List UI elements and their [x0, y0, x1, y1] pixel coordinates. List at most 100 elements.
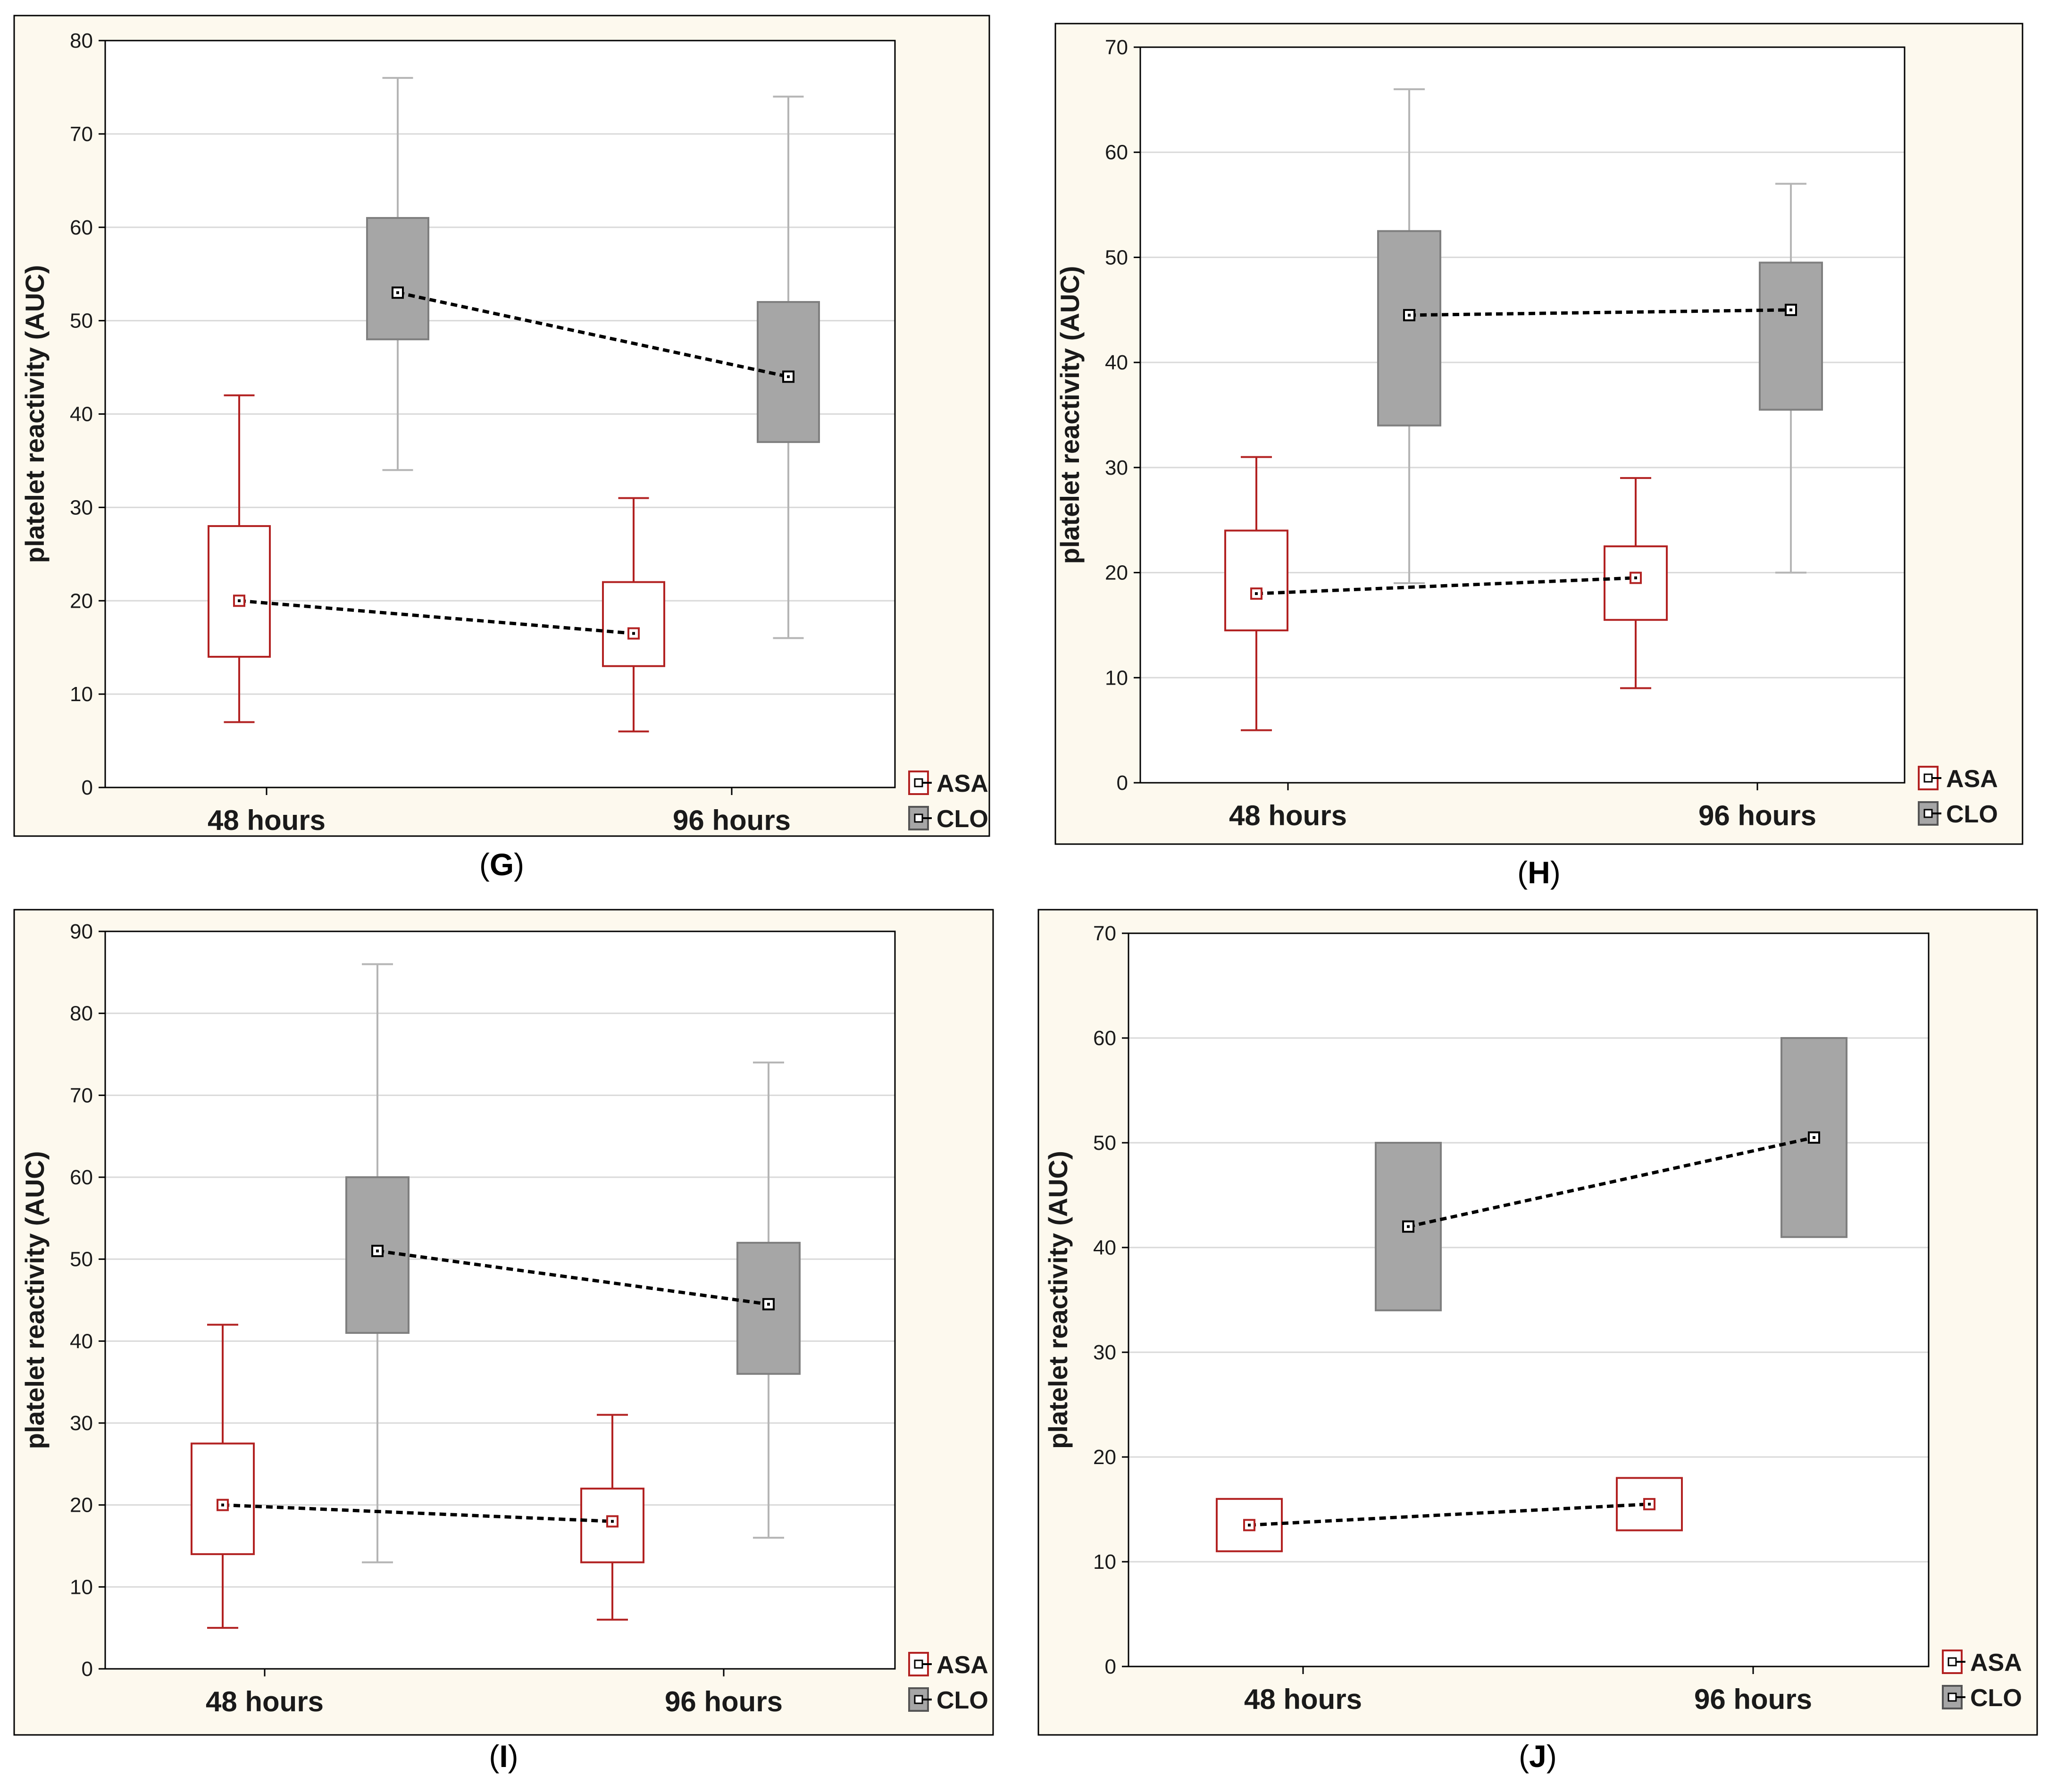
legend: ASA CLO	[1918, 765, 1998, 828]
y-tick-label: 40	[70, 403, 93, 426]
center-dot	[1789, 308, 1792, 311]
box	[1377, 230, 1441, 427]
clo-box-1	[1377, 88, 1441, 584]
y-axis-label: platelet reactivity (AUC)	[1043, 1151, 1073, 1449]
y-tick-label: 20	[1105, 561, 1128, 585]
chart-panel-3: 0 10 20 30 40 50 60 70 80 90 48 hours 96 hours plate…	[13, 909, 994, 1774]
legend-marker	[914, 1695, 923, 1704]
center-dot	[611, 1520, 614, 1523]
box	[602, 581, 665, 667]
legend-marker	[1948, 1657, 1957, 1666]
y-axis-label: platelet reactivity (AUC)	[1055, 266, 1085, 564]
plot-border	[104, 40, 896, 788]
y-tick-label: 50	[1093, 1131, 1116, 1155]
legend-marker	[914, 813, 923, 823]
legend-marker	[914, 1659, 923, 1669]
y-tick-label: 30	[70, 1412, 93, 1435]
asa-box-2	[602, 497, 665, 733]
y-tick-label: 50	[1105, 246, 1128, 269]
clo-box-2	[736, 1061, 801, 1539]
x-tick-label: 96 hours	[673, 804, 791, 836]
y-tick-label: 10	[1105, 666, 1128, 689]
clo-trend-line	[1409, 308, 1791, 317]
legend-label-asa: ASA	[936, 1651, 988, 1679]
y-tick-label: 60	[70, 216, 93, 239]
legend: ASA CLO	[908, 1651, 988, 1714]
y-tick-label: 60	[1105, 141, 1128, 164]
y-tick-label: 60	[70, 1166, 93, 1189]
legend: ASA CLO	[1942, 1649, 2022, 1712]
center-dot	[1407, 1225, 1410, 1228]
legend-marker	[1948, 1692, 1957, 1702]
asa-box-1	[191, 1323, 255, 1629]
clo-trend-line	[377, 1249, 769, 1306]
center-dot	[376, 1249, 379, 1253]
center-dot	[767, 1303, 770, 1306]
y-tick-label: 0	[1105, 1655, 1116, 1678]
asa-trend-line	[239, 599, 634, 635]
panel-caption: (H)	[1517, 855, 1561, 890]
asa-box-1	[208, 394, 271, 723]
center-dot	[1634, 576, 1637, 579]
center-dot	[1248, 1524, 1251, 1527]
chart-panel-4: 0 10 20 30 40 50 60 70 48 hours 96 hours platelet …	[1037, 909, 2038, 1774]
y-tick-label: 80	[70, 29, 93, 52]
legend-marker	[1923, 773, 1933, 783]
y-tick-label: 10	[1093, 1550, 1116, 1574]
asa-box-1	[1224, 456, 1288, 731]
center-dot	[221, 1503, 224, 1507]
y-tick-label: 80	[70, 1002, 93, 1025]
center-dot	[1255, 592, 1258, 595]
box	[208, 525, 271, 658]
asa-trend-line	[1249, 1502, 1650, 1527]
x-tick-label: 48 hours	[208, 804, 326, 836]
y-tick-label: 30	[70, 496, 93, 519]
legend-label-asa: ASA	[1946, 765, 1998, 793]
y-tick-label: 10	[70, 683, 93, 706]
center-dot	[1813, 1136, 1815, 1139]
y-tick-label: 70	[70, 1084, 93, 1107]
x-tick-label: 96 hours	[665, 1686, 783, 1717]
y-tick-label: 90	[70, 920, 93, 943]
legend-label-clo: CLO	[1946, 801, 1998, 828]
center-dot	[396, 291, 399, 294]
y-tick-label: 0	[82, 776, 93, 799]
legend: ASA CLO	[908, 770, 988, 833]
chart-panel-1: 0 10 20 30 40 50 60 70 80 48 hours 96 hours platele…	[13, 15, 990, 882]
box	[191, 1442, 255, 1555]
legend-label-clo: CLO	[1970, 1684, 2022, 1712]
legend-label-asa: ASA	[1970, 1649, 2022, 1676]
y-tick-label: 30	[1093, 1341, 1116, 1364]
legend-label-asa: ASA	[936, 770, 988, 797]
y-tick-label: 20	[1093, 1446, 1116, 1469]
box	[1224, 529, 1288, 632]
y-tick-label: 40	[1093, 1236, 1116, 1259]
y-tick-label: 10	[70, 1575, 93, 1599]
x-tick-label: 48 hours	[1244, 1683, 1362, 1715]
panel-caption: (G)	[479, 847, 524, 882]
x-tick-label: 96 hours	[1698, 800, 1816, 831]
panel-caption: (J)	[1519, 1739, 1557, 1774]
asa-trend-line	[1256, 576, 1636, 595]
clo-box-2	[1759, 183, 1823, 574]
y-tick-label: 40	[70, 1330, 93, 1353]
box	[366, 217, 429, 341]
x-tick-label: 96 hours	[1694, 1683, 1812, 1715]
center-dot	[238, 599, 241, 603]
center-dot	[787, 375, 790, 378]
plot-area	[1140, 47, 1905, 783]
legend-label-clo: CLO	[936, 805, 988, 833]
y-tick-label: 20	[70, 1494, 93, 1517]
plot-border	[104, 930, 896, 1670]
y-axis-label: platelet reactivity (AUC)	[20, 265, 50, 563]
y-axis-label: platelet reactivity (AUC)	[20, 1151, 50, 1449]
y-tick-label: 70	[70, 123, 93, 146]
y-tick-label: 0	[1117, 771, 1128, 795]
y-tick-label: 70	[1105, 36, 1128, 59]
center-dot	[632, 632, 635, 635]
y-tick-label: 30	[1105, 456, 1128, 479]
plot-border	[1128, 932, 1930, 1667]
center-dot	[1408, 313, 1411, 317]
y-tick-label: 0	[82, 1658, 93, 1681]
box	[1759, 261, 1823, 411]
